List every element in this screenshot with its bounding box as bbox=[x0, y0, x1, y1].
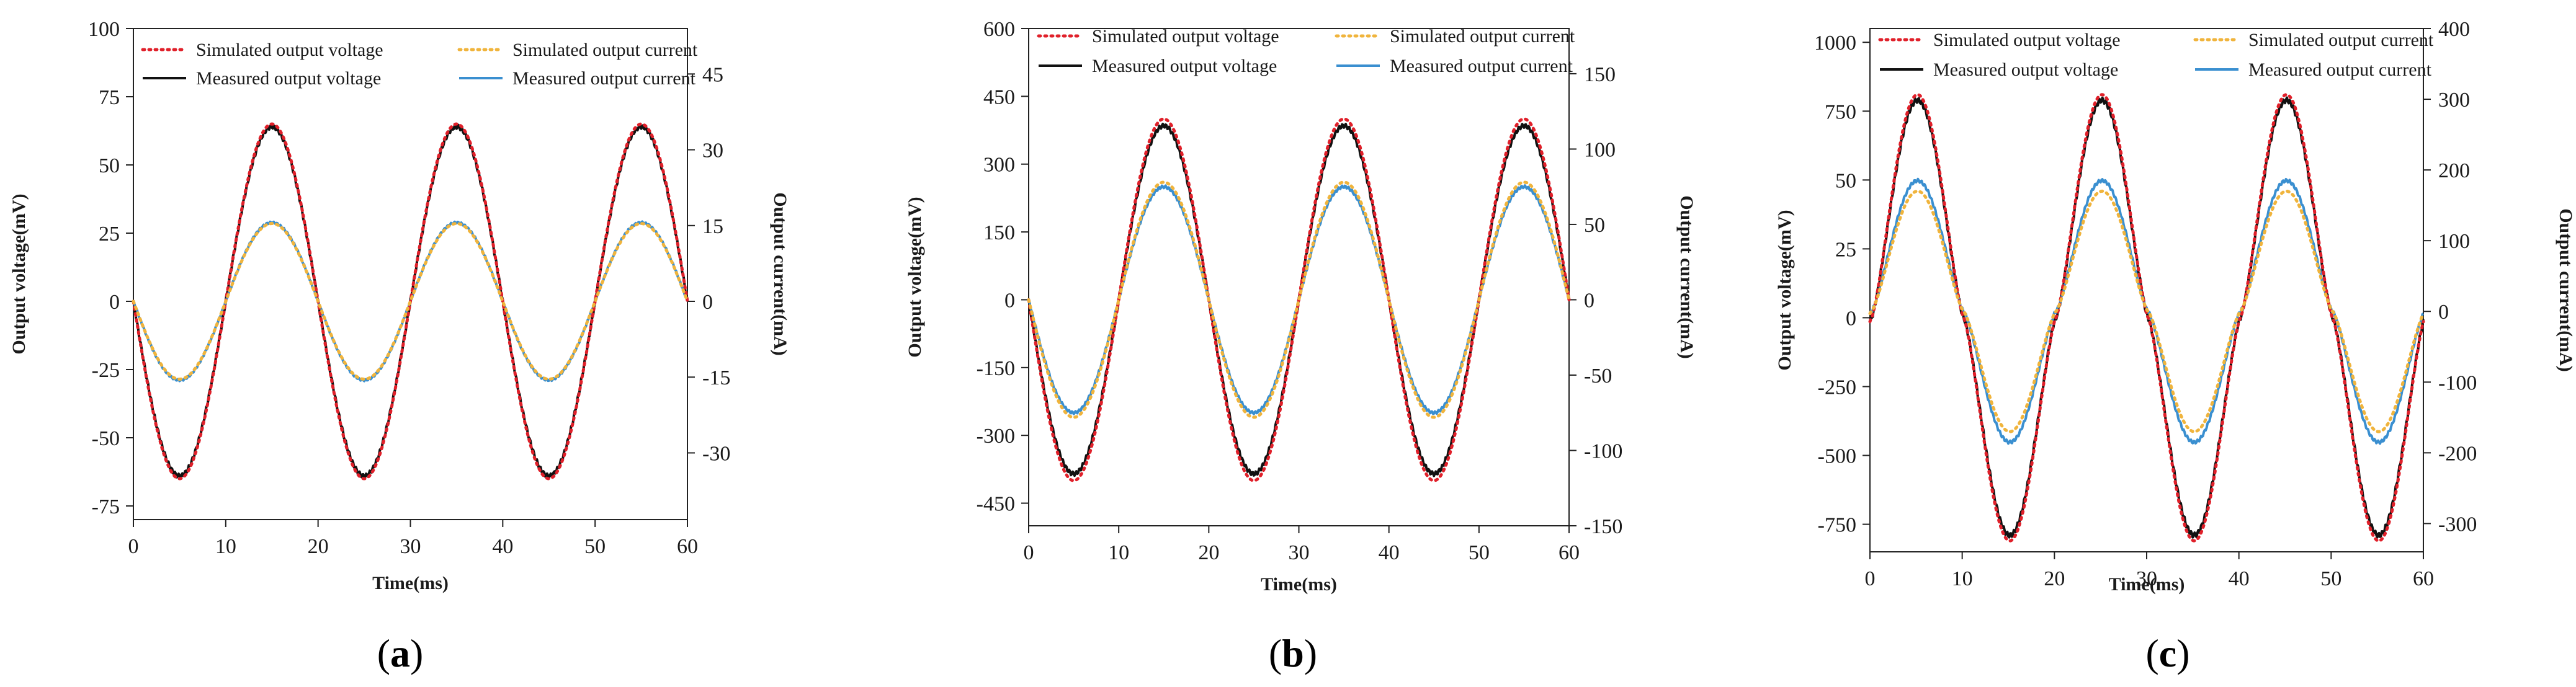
y2-tick-label: 15 bbox=[702, 215, 723, 238]
legend-entry: Measured output voltage bbox=[196, 68, 381, 89]
plot-frame bbox=[1028, 28, 1570, 526]
x-tick-label: 0 bbox=[1024, 541, 1034, 564]
y-tick-label: 100 bbox=[88, 18, 120, 41]
x-axis-label: Time(ms) bbox=[1261, 574, 1337, 595]
x-tick-label: 20 bbox=[2044, 567, 2065, 590]
x-tick-label: 10 bbox=[215, 535, 236, 558]
y2-tick-label: 30 bbox=[702, 140, 723, 162]
y-tick-label: -50 bbox=[92, 427, 120, 450]
y-tick-label: -75 bbox=[92, 495, 120, 518]
x-axis-label: Time(ms) bbox=[372, 573, 449, 593]
y2-tick-label: -15 bbox=[702, 366, 730, 389]
y2-tick-label: 45 bbox=[702, 63, 723, 86]
y2-axis-label: Output current(mA) bbox=[770, 192, 790, 356]
series-line-simulated-output-current bbox=[1027, 180, 1571, 419]
y2-tick-label: -100 bbox=[2438, 371, 2477, 394]
y-tick-label: 300 bbox=[983, 154, 1015, 177]
y-tick-label: -300 bbox=[977, 425, 1015, 448]
legend-entry: Measured output current bbox=[1390, 56, 1573, 76]
y-tick-label: 0 bbox=[1004, 289, 1015, 312]
x-tick-label: 0 bbox=[1865, 567, 1876, 590]
series-line-simulated-output-voltage bbox=[1868, 93, 2425, 543]
y-tick-label: 150 bbox=[983, 221, 1015, 244]
x-tick-label: 40 bbox=[2229, 567, 2250, 590]
x-tick-label: 60 bbox=[677, 535, 698, 558]
y2-tick-label: 0 bbox=[2438, 301, 2449, 324]
chart-panel-a: 0 10 20 30 40 50 60 100 75 50 25 0 -25 -50 -75 45 30 15 0 -… bbox=[9, 18, 790, 675]
panel-label: (a) bbox=[377, 631, 424, 675]
y2-tick-label: 50 bbox=[1584, 214, 1605, 237]
legend-entry: Measured output current bbox=[512, 68, 696, 89]
x-tick-label: 10 bbox=[1952, 567, 1973, 590]
y-tick-label: 50 bbox=[99, 154, 120, 177]
y2-tick-label: -30 bbox=[702, 442, 730, 465]
y2-tick-label: -300 bbox=[2438, 513, 2477, 536]
y-tick-label: 450 bbox=[983, 86, 1015, 109]
x-tick-label: 30 bbox=[1289, 541, 1310, 564]
legend-entry: Simulated output current bbox=[512, 40, 698, 60]
y2-tick-label: -100 bbox=[1584, 440, 1622, 463]
y-axis-label: Output voltage(mV) bbox=[905, 197, 925, 357]
y2-tick-label: 0 bbox=[702, 291, 713, 314]
x-tick-label: 40 bbox=[492, 535, 513, 558]
legend-entry: Measured output voltage bbox=[1092, 56, 1277, 76]
x-tick-label: 0 bbox=[128, 535, 139, 558]
y-tick-label: 600 bbox=[983, 18, 1015, 41]
legend-entry: Simulated output voltage bbox=[1933, 30, 2121, 50]
x-tick-label: 60 bbox=[2413, 567, 2434, 590]
y2-tick-label: 200 bbox=[2438, 159, 2470, 182]
plot-frame bbox=[1869, 28, 2424, 552]
y-tick-label: 0 bbox=[1846, 307, 1856, 330]
y2-axis-label: Output current(mA) bbox=[1676, 195, 1697, 359]
y-tick-label: 25 bbox=[1835, 238, 1856, 261]
x-tick-label: 50 bbox=[584, 535, 606, 558]
y2-tick-label: 150 bbox=[1584, 63, 1616, 86]
legend-entry: Simulated output current bbox=[2248, 30, 2434, 50]
y-axis-label: Output voltage(mV) bbox=[9, 193, 29, 354]
y-tick-label: 1000 bbox=[1814, 32, 1856, 55]
x-tick-label: 40 bbox=[1379, 541, 1400, 564]
y2-axis-label: Output current(mA) bbox=[2556, 208, 2576, 372]
y-tick-label: -500 bbox=[1818, 445, 1856, 468]
y-tick-label: -450 bbox=[977, 493, 1015, 516]
y-tick-label: 25 bbox=[99, 223, 120, 246]
legend-entry: Simulated output voltage bbox=[196, 40, 383, 60]
legend-entry: Measured output current bbox=[2248, 60, 2432, 80]
y-tick-label: 75 bbox=[99, 86, 120, 109]
x-tick-label: 10 bbox=[1108, 541, 1129, 564]
x-tick-label: 60 bbox=[1559, 541, 1580, 564]
y2-tick-label: -200 bbox=[2438, 442, 2477, 465]
y2-tick-label: 400 bbox=[2438, 18, 2470, 41]
chart-panel-c: 0 10 20 30 40 50 60100075050250-250-500-750400… bbox=[1774, 18, 2576, 675]
x-tick-label: 20 bbox=[1198, 541, 1219, 564]
chart-panel-b: 0 10 20 30 40 50 60 600 450 300 150 0 -150 -300 -450 15… bbox=[905, 18, 1697, 675]
y2-tick-label: 100 bbox=[1584, 138, 1616, 161]
y2-tick-label: 0 bbox=[1584, 289, 1594, 312]
y-tick-label: -250 bbox=[1818, 376, 1856, 399]
legend-entry: Simulated output voltage bbox=[1092, 26, 1279, 47]
x-tick-label: 30 bbox=[400, 535, 421, 558]
y-tick-label: 750 bbox=[1825, 100, 1856, 123]
y-tick-label: 0 bbox=[109, 291, 120, 314]
legend-entry: Measured output voltage bbox=[1933, 60, 2118, 80]
x-tick-label: 30 bbox=[2136, 567, 2157, 590]
legend-entry: Simulated output current bbox=[1390, 26, 1575, 47]
x-axis-label: Time(ms) bbox=[2109, 574, 2185, 595]
y2-tick-label: 300 bbox=[2438, 89, 2470, 112]
x-tick-label: 50 bbox=[2320, 567, 2341, 590]
y2-tick-label: 100 bbox=[2438, 230, 2470, 253]
panel-label: (c) bbox=[2145, 631, 2189, 675]
y-tick-label: -750 bbox=[1818, 514, 1856, 537]
x-tick-label: 20 bbox=[308, 535, 329, 558]
y2-tick-label: -150 bbox=[1584, 515, 1622, 538]
y-tick-label: -150 bbox=[977, 357, 1015, 380]
x-tick-label: 50 bbox=[1469, 541, 1490, 564]
panel-label: (b) bbox=[1269, 631, 1317, 675]
y2-tick-label: -50 bbox=[1584, 365, 1612, 388]
y-axis-label: Output voltage(mV) bbox=[1774, 210, 1795, 370]
y-tick-label: -25 bbox=[92, 359, 120, 382]
series-line-simulated-output-current bbox=[1868, 189, 2425, 433]
y-tick-label: 50 bbox=[1835, 169, 1856, 192]
series-line-simulated-output-current bbox=[132, 222, 689, 381]
